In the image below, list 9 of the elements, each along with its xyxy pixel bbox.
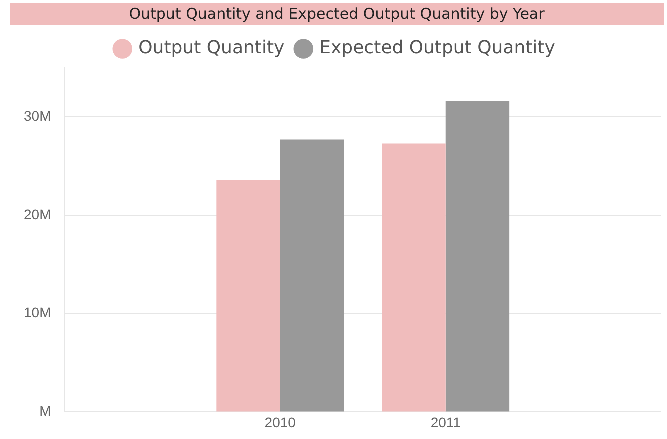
x-tick-label: 2011 bbox=[430, 414, 462, 430]
x-tick-label: 2010 bbox=[264, 414, 296, 430]
y-tick-label: M bbox=[40, 403, 52, 420]
y-tick-label: 10M bbox=[24, 304, 52, 321]
y-tick-label: 30M bbox=[24, 108, 52, 124]
legend-label: Output Quantity bbox=[138, 38, 285, 59]
y-tick-label: 20M bbox=[24, 206, 52, 222]
legend-label: Expected Output Quantity bbox=[320, 38, 556, 59]
chart-title: Output Quantity and Expected Output Quantity by Year bbox=[10, 3, 664, 25]
